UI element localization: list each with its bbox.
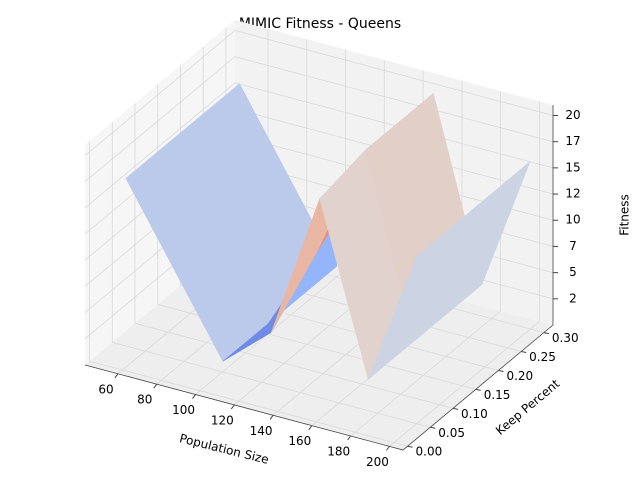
z-tick-label: 12: [565, 187, 580, 201]
tick-mark: [153, 383, 158, 389]
x-tick-label: 60: [98, 382, 113, 396]
tick-mark: [407, 445, 413, 448]
tick-mark: [230, 404, 235, 410]
y-tick-label: 0.30: [552, 331, 579, 345]
surface-patch: [367, 217, 463, 380]
grid-line: [84, 30, 554, 156]
z-tick-label: 20: [565, 108, 580, 122]
y-tick-label: 0.00: [416, 445, 443, 459]
z-axis-label: Fitness: [618, 194, 632, 236]
z-tick-label: 5: [569, 265, 577, 279]
grid-line: [111, 122, 431, 428]
x-tick-label: 80: [137, 393, 152, 407]
x-tick-label: 120: [211, 413, 234, 427]
tick-mark: [269, 414, 274, 420]
z-tick-label: 7: [569, 239, 577, 253]
z-tick-label: 15: [565, 160, 580, 174]
z-tick-label: 10: [565, 213, 580, 227]
tick-mark: [430, 426, 436, 429]
x-tick-label: 140: [250, 424, 273, 438]
grid-line: [84, 56, 554, 183]
tick-mark: [114, 373, 119, 379]
z-tick-label: 17: [565, 134, 580, 148]
y-tick-label: 0.15: [484, 388, 511, 402]
y-axis-label: Keep Percent: [493, 376, 562, 437]
x-tick-label: 180: [327, 445, 350, 459]
tick-mark: [543, 332, 550, 335]
tick-mark: [452, 407, 459, 410]
tick-mark: [347, 435, 352, 441]
x-tick-label: 160: [288, 434, 311, 448]
tick-mark: [521, 351, 527, 354]
x-tick-label: 100: [172, 403, 195, 417]
tick-mark: [498, 369, 504, 372]
y-tick-label: 0.05: [438, 426, 465, 440]
z-tick-label: 2: [569, 291, 577, 305]
y-tick-label: 0.20: [506, 369, 533, 383]
tick-mark: [192, 394, 196, 399]
x-tick-label: 200: [366, 455, 389, 469]
grid-line: [84, 82, 554, 209]
tick-mark: [386, 446, 390, 451]
axis-line: [84, 105, 554, 451]
y-tick-label: 0.25: [529, 350, 556, 364]
tick-mark: [308, 425, 313, 430]
grid-line: [89, 141, 408, 447]
y-tick-label: 0.10: [461, 407, 488, 421]
tick-mark: [475, 388, 481, 391]
chart-title: MIMIC Fitness - Queens: [239, 16, 401, 32]
